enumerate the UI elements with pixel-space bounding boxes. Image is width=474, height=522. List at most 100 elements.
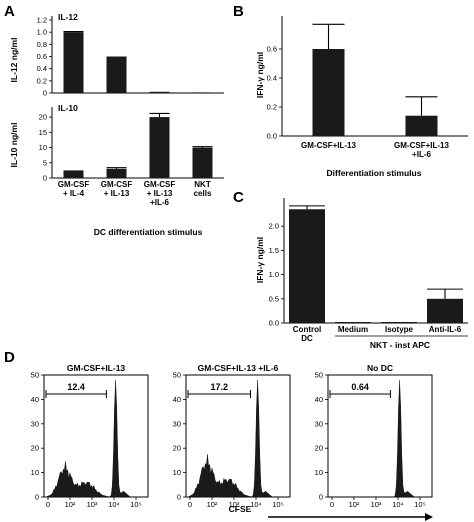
a-top-ytick-label: 0: [43, 89, 47, 98]
d2-gate-label: 0.64: [351, 382, 369, 392]
c-ylabel: IFN-γ ng/ml: [255, 237, 265, 283]
d2-ytick-label: 10: [315, 468, 323, 477]
d2-xtick-label: 0: [330, 500, 334, 509]
a-bottom-bar: [192, 147, 213, 178]
d1-ytick-label: 40: [173, 395, 181, 404]
d2-xtick-label: 10³: [371, 500, 382, 509]
d1-xtick-label: 10²: [207, 500, 218, 509]
d0-title: GM-CSF+IL-13: [67, 363, 126, 373]
b-category-label: +IL-6: [412, 150, 431, 159]
b-ylabel: IFN-γ ng/ml: [255, 52, 265, 98]
a-bottom-category-label: + IL-13: [147, 189, 173, 198]
d1-ytick-label: 30: [173, 419, 181, 428]
a-top-ytick-label: 0.6: [37, 52, 47, 61]
b-bar: [312, 49, 345, 136]
a-bottom-ytick-label: 15: [39, 128, 47, 137]
d0-histogram: [46, 380, 145, 498]
chart-d: GM-CSF+IL-13 0 10 20 30 40 50 0 10² 10³ 10⁴ 10⁵ 12.4…: [31, 363, 433, 521]
d1-xtick-label: 0: [188, 500, 192, 509]
a-bottom-category-label: GM-CSF: [101, 180, 133, 189]
d0-xtick-label: 10²: [65, 500, 76, 509]
panel-letter-d: D: [4, 349, 15, 366]
a-bottom-ytick-label: 0: [43, 174, 47, 183]
d0-ytick-label: 50: [31, 371, 39, 380]
b-xlabel: Differentiation stimulus: [327, 168, 422, 178]
a-top-ytick-label: 0.4: [37, 64, 47, 73]
a-bottom-bar: [106, 168, 127, 178]
a-bottom-category-label: GM-CSF: [58, 180, 90, 189]
a-bottom-category-label: cells: [194, 189, 212, 198]
d0-ytick-label: 0: [35, 493, 39, 502]
d0-xtick-label: 10⁴: [108, 500, 120, 509]
d2-ytick-label: 30: [315, 419, 323, 428]
a-bottom-bar: [63, 170, 84, 178]
c-ytick-label: 1.5: [269, 246, 279, 255]
b-ytick-label: 0.4: [267, 74, 277, 83]
d-xlabel: CFSE: [229, 504, 252, 514]
a-bottom-category-label: NKT: [194, 180, 211, 189]
d0-ytick-label: 10: [31, 468, 39, 477]
d1-gate-label: 17.2: [210, 382, 228, 392]
d1-histogram: [188, 380, 287, 498]
c-bar: [427, 298, 463, 323]
c-group-label: NKT - inst APC: [370, 340, 430, 350]
d0-xtick-label: 10³: [87, 500, 98, 509]
a-top-ylabel: IL-12 ng/ml: [9, 38, 19, 83]
d1-ytick-label: 20: [173, 444, 181, 453]
b-ytick-label: 0.0: [267, 132, 277, 141]
c-ytick-label: 0.0: [269, 319, 279, 328]
a-bottom-inset-label: IL-10: [58, 103, 78, 113]
a-top-inset-label: IL-12: [58, 12, 78, 22]
d0-ytick-label: 30: [31, 419, 39, 428]
a-top-bar: [63, 32, 84, 93]
d2-xtick-label: 10⁴: [392, 500, 404, 509]
d1-xtick-label: 10⁴: [250, 500, 262, 509]
a-bottom-ytick-label: 10: [39, 143, 47, 152]
a-top-ytick-label: 1.0: [37, 28, 47, 37]
chart-a-top: IL-12 IL-12 ng/ml 0 0.2 0.4 0.6 0.8 1.0 1.2: [9, 12, 224, 98]
d2-ytick-label: 20: [315, 444, 323, 453]
panel-letter-b: B: [233, 3, 244, 20]
a-bottom-ytick-label: 20: [39, 113, 47, 122]
d-arrow-head: [425, 513, 433, 521]
b-category-label: GM-CSF+IL-13: [301, 141, 356, 150]
d2-xtick-label: 10²: [349, 500, 360, 509]
d1-xtick-label: 10⁵: [272, 500, 283, 509]
c-bar: [381, 322, 417, 323]
d1-ytick-label: 10: [173, 468, 181, 477]
d2-title: No DC: [367, 363, 393, 373]
a-top-ytick-label: 1.2: [37, 16, 47, 25]
d2-ytick-label: 50: [315, 371, 323, 380]
d1-title: GM-CSF+IL-13 +IL-6: [198, 363, 279, 373]
b-category-label: GM-CSF+IL-13: [394, 141, 449, 150]
a-xlabel: DC differentiation stimulus: [94, 227, 203, 237]
b-bar: [405, 115, 438, 136]
c-bar: [289, 209, 325, 323]
chart-b: IFN-γ ng/ml 0.0 0.2 0.4 0.6 GM-CSF+IL-13 GM-C…: [255, 16, 468, 178]
d2-frame: [327, 374, 433, 498]
c-ytick-label: 2.0: [269, 222, 279, 231]
a-top-bar: [106, 56, 127, 93]
d2-ytick-label: 40: [315, 395, 323, 404]
c-category-label: Control: [293, 325, 321, 334]
a-top-ytick-label: 0.2: [37, 76, 47, 85]
d1-ytick-label: 0: [177, 493, 181, 502]
c-ytick-label: 1.0: [269, 270, 279, 279]
a-bottom-ytick-label: 5: [43, 158, 47, 167]
c-category-label: Medium: [338, 325, 368, 334]
d0-gate-label: 12.4: [67, 382, 85, 392]
a-top-bar: [149, 91, 170, 93]
panel-letter-a: A: [4, 3, 15, 20]
d0-xtick-label: 10⁵: [130, 500, 141, 509]
c-category-label: DC: [301, 334, 313, 343]
panel-letter-c: C: [233, 189, 244, 206]
a-bottom-ylabel: IL-10 ng/ml: [9, 123, 19, 168]
c-category-label: Anti-IL-6: [429, 325, 462, 334]
d0-xtick-label: 0: [46, 500, 50, 509]
b-ytick-label: 0.6: [267, 45, 277, 54]
d2-xtick-label: 10⁵: [414, 500, 425, 509]
a-top-bar: [192, 92, 213, 93]
